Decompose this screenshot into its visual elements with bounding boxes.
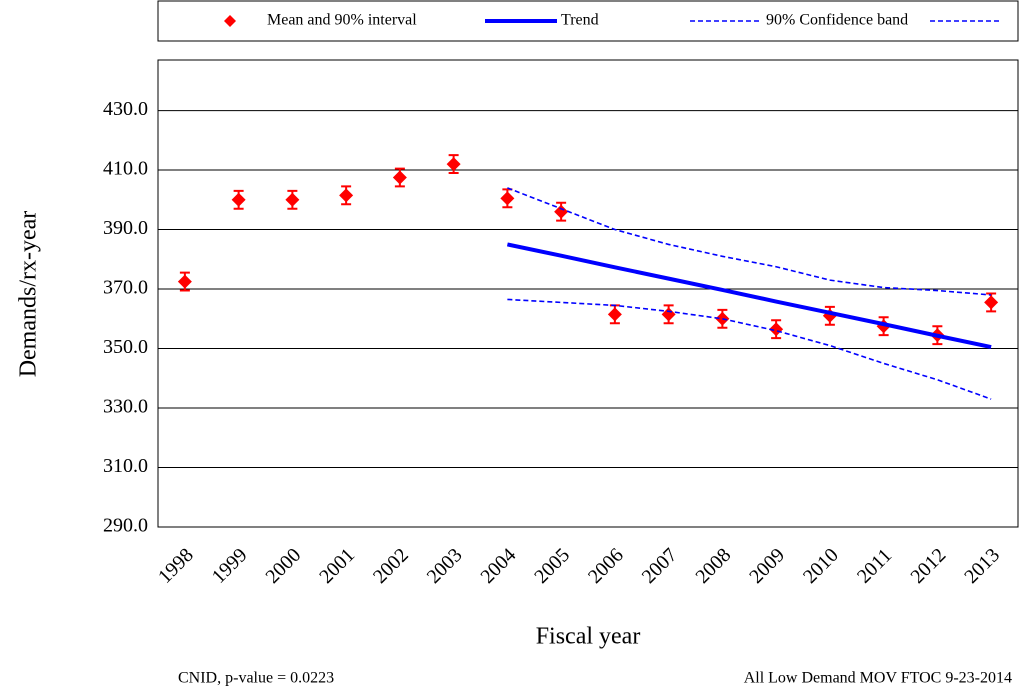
marker bbox=[446, 157, 461, 172]
x-tick-label: 2000 bbox=[261, 544, 305, 588]
marker bbox=[554, 204, 569, 219]
x-tick-label: 2007 bbox=[638, 544, 682, 588]
footnote: All Low Demand MOV FTOC 9-23-2014 bbox=[744, 670, 1012, 687]
y-tick-label: 310.0 bbox=[103, 455, 148, 477]
plot-area bbox=[157, 59, 1019, 528]
x-tick-label: 2002 bbox=[369, 544, 413, 588]
legend-label: Trend bbox=[561, 12, 599, 29]
y-tick-label: 390.0 bbox=[103, 217, 148, 239]
marker bbox=[500, 191, 515, 206]
confidence-band bbox=[507, 187, 992, 296]
x-axis-title: Fiscal year bbox=[536, 624, 641, 650]
legend-box bbox=[157, 0, 1019, 42]
x-tick-label: 2012 bbox=[906, 544, 950, 588]
legend-label: 90% Confidence band bbox=[766, 12, 908, 29]
y-tick-label: 370.0 bbox=[103, 277, 148, 299]
y-tick-label: 350.0 bbox=[103, 336, 148, 358]
x-tick-label: 2010 bbox=[799, 544, 843, 588]
x-tick-label: 2009 bbox=[745, 544, 789, 588]
y-tick-label: 410.0 bbox=[103, 158, 148, 180]
confidence-band bbox=[507, 298, 992, 400]
x-tick-label: 2005 bbox=[530, 544, 574, 588]
x-tick-label: 2006 bbox=[584, 544, 628, 588]
x-tick-label: 2004 bbox=[476, 544, 520, 588]
marker bbox=[339, 188, 354, 203]
y-tick-label: 290.0 bbox=[103, 515, 148, 537]
y-tick-label: 430.0 bbox=[103, 98, 148, 120]
marker bbox=[177, 274, 192, 289]
marker bbox=[285, 192, 300, 207]
x-tick-label: 2013 bbox=[960, 544, 1004, 588]
legend-marker bbox=[224, 15, 236, 27]
trend-line bbox=[506, 242, 992, 349]
y-tick-label: 330.0 bbox=[103, 396, 148, 418]
marker bbox=[607, 307, 622, 322]
x-tick-label: 1998 bbox=[154, 544, 198, 588]
marker bbox=[392, 170, 407, 185]
x-tick-label: 2003 bbox=[423, 544, 467, 588]
x-tick-label: 2011 bbox=[853, 544, 896, 587]
marker bbox=[769, 322, 784, 337]
marker bbox=[661, 307, 676, 322]
x-tick-label: 2008 bbox=[691, 544, 735, 588]
footnote: CNID, p-value = 0.0223 bbox=[178, 670, 334, 687]
marker bbox=[231, 192, 246, 207]
y-axis-title: Demands/rx-year bbox=[16, 211, 42, 378]
marker bbox=[984, 295, 999, 310]
x-tick-label: 2001 bbox=[315, 544, 359, 588]
x-tick-label: 1999 bbox=[208, 544, 252, 588]
legend-label: Mean and 90% interval bbox=[267, 12, 417, 29]
